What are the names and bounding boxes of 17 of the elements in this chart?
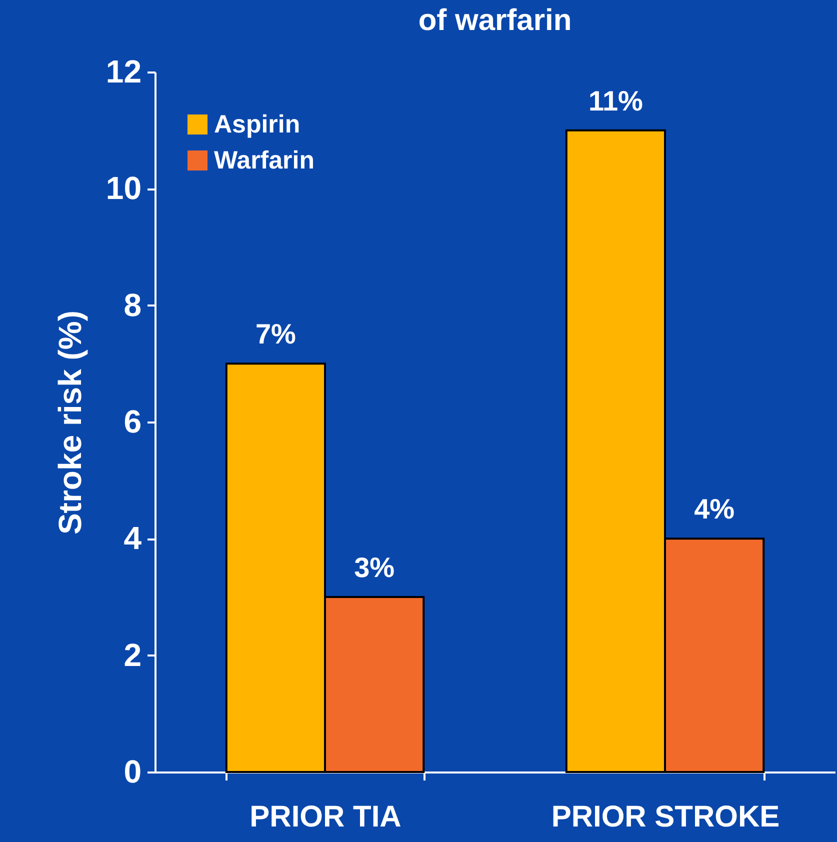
legend-label: Warfarin: [214, 146, 314, 174]
y-tick-label: 6: [124, 404, 142, 440]
y-tick-label: 0: [124, 754, 142, 790]
chart-title: of warfarin: [418, 4, 572, 37]
data-label: 4%: [694, 494, 735, 525]
y-tick-label: 4: [124, 520, 142, 556]
y-tick-label: 12: [106, 54, 142, 90]
y-tick-label: 8: [124, 286, 142, 323]
x-tick-label: PRIOR STROKE: [551, 800, 780, 834]
y-axis-title: Stroke risk (%): [52, 310, 88, 535]
legend-label: Aspirin: [214, 110, 300, 138]
data-label: 11%: [588, 85, 644, 116]
data-label: 7%: [255, 318, 296, 350]
x-tick-label: PRIOR TIA: [250, 800, 402, 834]
y-tick-label: 10: [106, 170, 142, 206]
y-tick-label: 2: [124, 636, 142, 673]
data-label: 3%: [354, 552, 395, 583]
